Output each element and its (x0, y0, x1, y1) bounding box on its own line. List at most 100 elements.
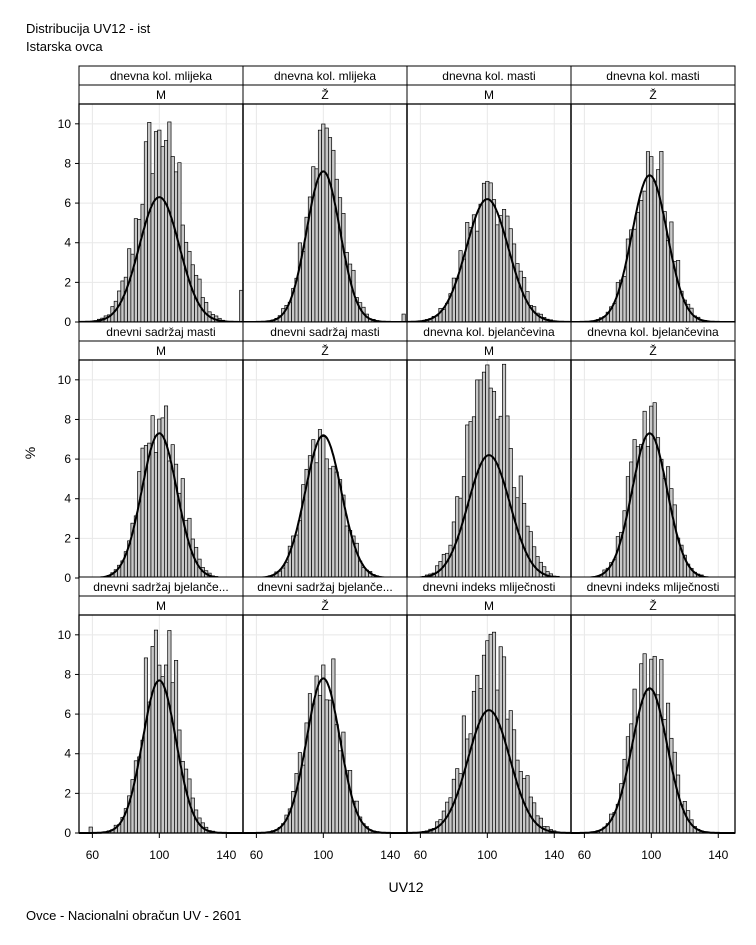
y-tick-label: 10 (58, 628, 72, 642)
x-tick-label: 140 (544, 848, 564, 862)
strip-trait-label: dnevni sadržaj masti (106, 325, 215, 339)
histogram-bar (324, 699, 329, 834)
histogram-bar (525, 291, 530, 323)
histogram-bar (157, 664, 162, 834)
strip-trait-label: dnevni sadržaj bjelanče... (257, 580, 392, 594)
strip-trait-label: dnevni indeks mliječnosti (423, 580, 556, 594)
x-tick-label: 100 (641, 848, 661, 862)
strip-trait-label: dnevna kol. masti (442, 69, 535, 83)
strip-sex-label: Ž (649, 87, 656, 102)
strip-trait-label: dnevna kol. bjelančevina (587, 325, 719, 339)
histogram-bar (481, 371, 487, 579)
histogram-bar (184, 241, 189, 323)
histogram-bar (635, 211, 640, 323)
histogram-bar (448, 544, 453, 579)
histogram-bar (180, 478, 185, 579)
histogram-bar (512, 243, 517, 323)
histogram-bar (522, 502, 527, 579)
histogram-bar (133, 218, 138, 323)
histogram-bar (649, 156, 654, 323)
histogram-bar (445, 552, 450, 579)
histogram-bar (515, 759, 520, 834)
panel-frame (570, 614, 736, 834)
histogram-bar (455, 277, 460, 323)
histogram-bar (495, 418, 500, 579)
histogram-bar (157, 129, 162, 323)
histogram-bar (317, 429, 323, 579)
histogram-bar (140, 203, 145, 323)
histogram-bar (502, 363, 507, 579)
histogram-bar (150, 173, 155, 323)
histogram-bar (455, 768, 460, 834)
histogram-bar (297, 520, 302, 579)
histogram-bar (301, 251, 306, 323)
histogram-bar (334, 471, 339, 579)
strip-sex-label: Ž (649, 598, 656, 613)
strip-trait-label: dnevna kol. mlijeka (274, 69, 376, 83)
histogram-bar (137, 219, 142, 323)
histogram-bar (461, 476, 466, 579)
histogram-bar (518, 270, 523, 323)
normal-curve (407, 198, 571, 323)
histogram-bar (518, 475, 523, 579)
histogram-bar (649, 658, 654, 834)
histogram-bar (645, 446, 651, 579)
chart-title: Distribucija UV12 - ist (26, 21, 151, 36)
chart-subtitle: Istarska ovca (26, 39, 103, 54)
histogram-bar (518, 771, 523, 834)
y-tick-label: 2 (64, 531, 71, 545)
histogram-bar (314, 462, 319, 579)
histogram-bar (485, 364, 490, 579)
strip-trait-label: dnevni sadržaj bjelanče... (93, 580, 228, 594)
y-tick-label: 8 (64, 412, 71, 426)
histogram-bar (324, 458, 329, 579)
histogram-bar (317, 129, 323, 323)
histogram-bar (652, 180, 657, 323)
histogram-bar (160, 676, 165, 834)
histogram-bar (157, 418, 162, 579)
histogram-bar (525, 775, 530, 834)
histogram-bar (294, 534, 299, 579)
histogram-bar (324, 127, 329, 323)
histogram-bar (669, 737, 674, 834)
histogram-bar (338, 750, 343, 834)
y-tick-label: 6 (64, 196, 71, 210)
histogram-bar (515, 497, 520, 579)
histogram-bar (317, 695, 323, 834)
strip-sex-label: M (156, 344, 166, 358)
histogram-bar (481, 182, 487, 323)
histogram-bar (184, 768, 189, 834)
footer-note: Ovce - Nacionalni obračun UV - 2601 (26, 908, 242, 923)
histogram-bar (311, 703, 316, 834)
histogram-bar (143, 141, 148, 323)
histogram-bar (491, 631, 497, 834)
y-tick-label: 4 (64, 747, 71, 761)
histogram-bar (538, 561, 543, 579)
x-tick-label: 100 (313, 848, 333, 862)
histogram-bar (468, 227, 473, 323)
histogram-bar (177, 729, 182, 834)
x-tick-label: 60 (86, 848, 100, 862)
histogram-bar (331, 149, 336, 323)
histogram-bar (625, 736, 630, 834)
y-tick-label: 6 (64, 707, 71, 721)
histogram-bar (338, 197, 343, 323)
histogram-bar (655, 437, 661, 579)
histogram-bar (478, 379, 483, 579)
histogram-bar (666, 702, 671, 834)
histogram-bar (495, 689, 500, 834)
strip-trait-label: dnevna kol. masti (606, 69, 699, 83)
histogram-bar (137, 471, 142, 579)
x-tick-label: 140 (380, 848, 400, 862)
strip-trait-label: dnevni sadržaj masti (270, 325, 379, 339)
x-tick-label: 60 (578, 848, 592, 862)
histogram-bar (635, 716, 640, 834)
histogram-bar (471, 214, 476, 323)
histogram-bar (642, 653, 647, 834)
histogram-bar (441, 309, 446, 323)
histogram-bar (174, 171, 179, 323)
histogram-bar (655, 694, 661, 834)
histogram-bar (153, 131, 159, 323)
histogram-bar (471, 690, 476, 834)
